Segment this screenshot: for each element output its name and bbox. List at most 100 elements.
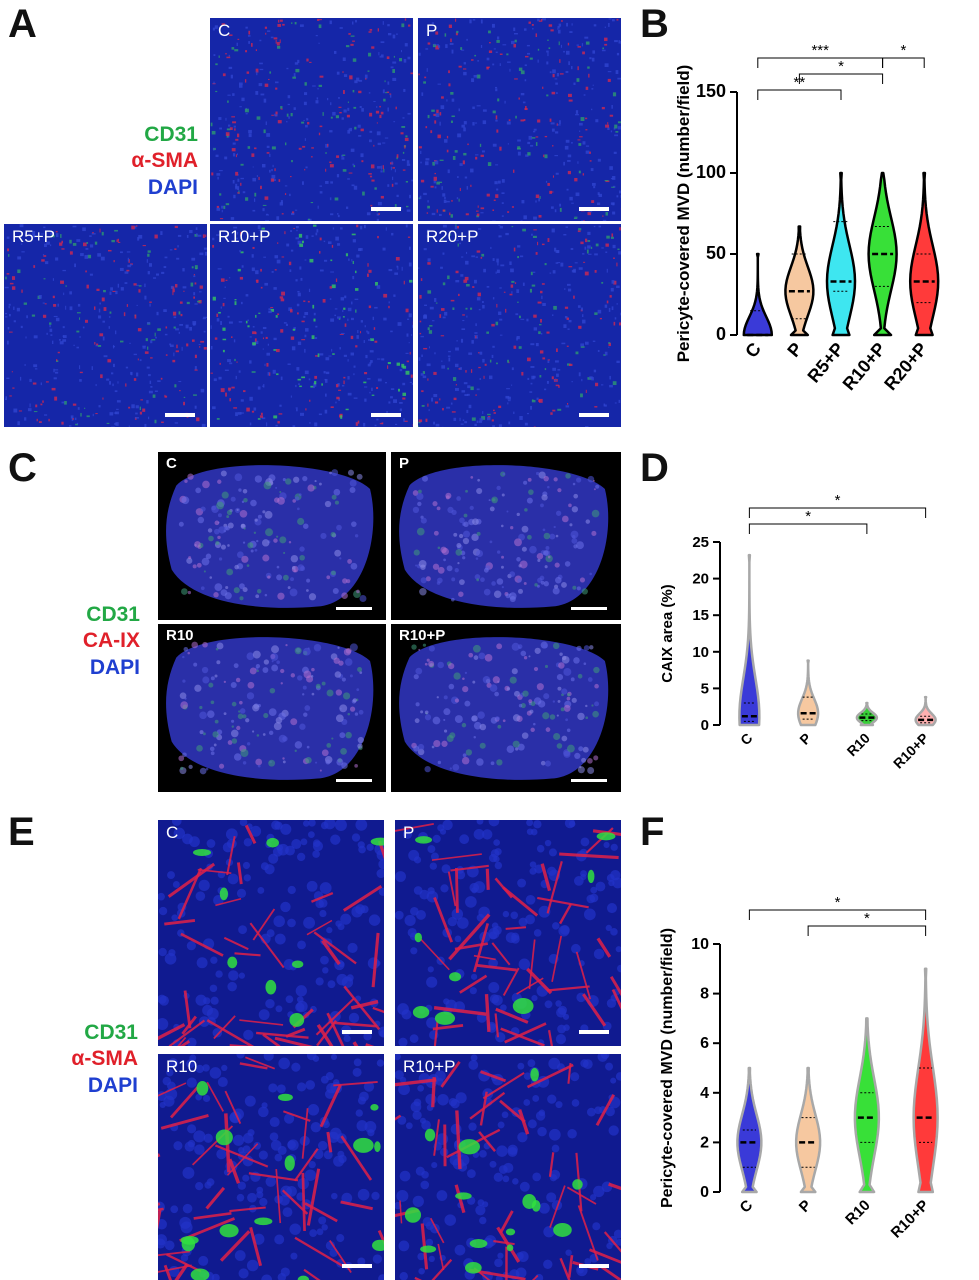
x-tick-label: R10+P <box>890 730 932 772</box>
x-tick-label: P <box>796 730 814 748</box>
panel-letter-a: A <box>8 2 37 46</box>
x-tick-label: R10+P <box>839 339 890 394</box>
micrograph-label: R5+P <box>12 227 55 246</box>
x-tick-label: R20+P <box>880 339 931 394</box>
micrograph-label: C <box>166 455 177 472</box>
micrograph-c-p: P <box>391 452 621 620</box>
significance-label: * <box>835 492 841 509</box>
significance-label: * <box>805 508 811 525</box>
y-tick-label: 0 <box>701 717 709 734</box>
scale-bar <box>342 1264 372 1268</box>
legend-cd31-label: CD31 <box>144 123 198 146</box>
significance-bracket <box>807 925 927 936</box>
significance-label: *** <box>811 42 829 59</box>
micrograph-texture <box>210 18 413 221</box>
significance-label: * <box>900 42 906 59</box>
stain-legend-a: CD31 α-SMA DAPI <box>108 122 198 201</box>
panel-letter-e: E <box>8 810 35 854</box>
x-tick-label: R10+P <box>888 1197 933 1242</box>
y-tick-label: 4 <box>700 1085 709 1102</box>
violin-shape <box>796 659 820 727</box>
violin-shape <box>912 967 939 1194</box>
scale-bar <box>579 207 609 211</box>
violin-shape <box>853 1017 881 1194</box>
micrograph-texture <box>158 820 384 1046</box>
micrograph-e-r10: R10 <box>158 1054 384 1280</box>
chart-f: 0 2 4 6 8 10 Pericyte-covered MVD (number/fiel… <box>659 894 939 1242</box>
stain-legend-c: CD31 CA-IX DAPI <box>50 602 140 681</box>
micrograph-texture <box>418 224 621 427</box>
micrograph-a-p: P <box>418 18 621 221</box>
y-tick-label: 100 <box>696 162 726 182</box>
scale-bar <box>371 413 401 417</box>
significance-label: ** <box>794 74 806 91</box>
legend-dapi-label: DAPI <box>147 175 198 199</box>
micrograph-e-r10p: R10+P <box>395 1054 621 1280</box>
tissue-section <box>166 637 374 780</box>
scale-bar <box>579 1030 609 1034</box>
micrograph-texture <box>418 18 621 221</box>
y-tick-label: 2 <box>700 1134 709 1151</box>
legend-cd31-label: CD31 <box>86 603 140 626</box>
micrograph-texture <box>4 224 207 427</box>
scale-bar <box>571 779 607 782</box>
panel-letter-b: B <box>640 2 669 46</box>
micrograph-label: R10+P <box>399 627 446 644</box>
scale-bar <box>336 779 372 782</box>
significance-bracket <box>748 507 927 518</box>
micrograph-label: P <box>399 455 410 472</box>
violin-shape <box>738 553 761 727</box>
y-tick-label: 10 <box>691 936 709 953</box>
micrograph-a-c: C <box>210 18 413 221</box>
micrograph-label: R10 <box>166 627 194 644</box>
micrograph-texture <box>166 637 374 780</box>
x-tick-label: P <box>796 1197 815 1216</box>
micrograph-label: R10 <box>166 1057 198 1076</box>
micrograph-label: P <box>426 21 438 40</box>
micrograph-label: C <box>218 21 231 40</box>
x-tick-label: R10 <box>844 730 874 760</box>
scale-bar <box>579 413 609 417</box>
y-tick-label: 50 <box>706 243 726 263</box>
violin-shape <box>736 1066 763 1194</box>
legend-dapi-label: DAPI <box>89 655 140 679</box>
micrograph-c-r10: R10 <box>158 624 386 792</box>
significance-bracket <box>757 57 884 68</box>
micrograph-a-r5p: R5+P <box>4 224 207 427</box>
violin-shape <box>914 695 937 727</box>
chart-d: 0 5 10 15 20 25 CAIX area (%) C P R10 R10+P * * <box>659 492 937 772</box>
y-tick-label: 15 <box>692 607 709 624</box>
legend-asma-label: α-SMA <box>131 149 198 173</box>
scale-bar <box>336 607 372 610</box>
micrograph-label: R10+P <box>403 1057 456 1076</box>
scale-bar <box>571 607 607 610</box>
y-tick-label: 25 <box>692 534 709 551</box>
micrograph-texture <box>395 820 621 1046</box>
micrograph-a-r10p: R10+P <box>210 224 413 427</box>
micrograph-texture <box>166 465 374 608</box>
x-tick-label: C <box>737 1197 757 1217</box>
y-tick-label: 8 <box>700 986 709 1003</box>
micrograph-texture <box>399 465 609 608</box>
scale-bar <box>579 1264 609 1268</box>
tissue-section <box>399 465 609 608</box>
micrograph-label: C <box>166 823 179 842</box>
y-tick-label: 10 <box>692 644 709 661</box>
x-tick-label: C <box>737 730 755 748</box>
violin-shape <box>784 225 815 337</box>
micrograph-texture <box>158 1054 384 1280</box>
panel-letter-c: C <box>8 446 37 490</box>
y-tick-label: 6 <box>700 1035 709 1052</box>
micrograph-e-c: C <box>158 820 384 1046</box>
micrograph-label: P <box>403 823 415 842</box>
significance-bracket <box>882 57 925 68</box>
y-axis-label: Pericyte-covered MVD (number/field) <box>674 65 693 363</box>
legend-dapi-label: DAPI <box>87 1073 138 1097</box>
x-tick-label: C <box>741 339 765 362</box>
y-tick-label: 5 <box>701 680 709 697</box>
violin-shape <box>908 171 940 337</box>
scale-bar <box>342 1030 372 1034</box>
panel-letter-f: F <box>640 810 665 854</box>
x-tick-label: P <box>783 339 806 361</box>
